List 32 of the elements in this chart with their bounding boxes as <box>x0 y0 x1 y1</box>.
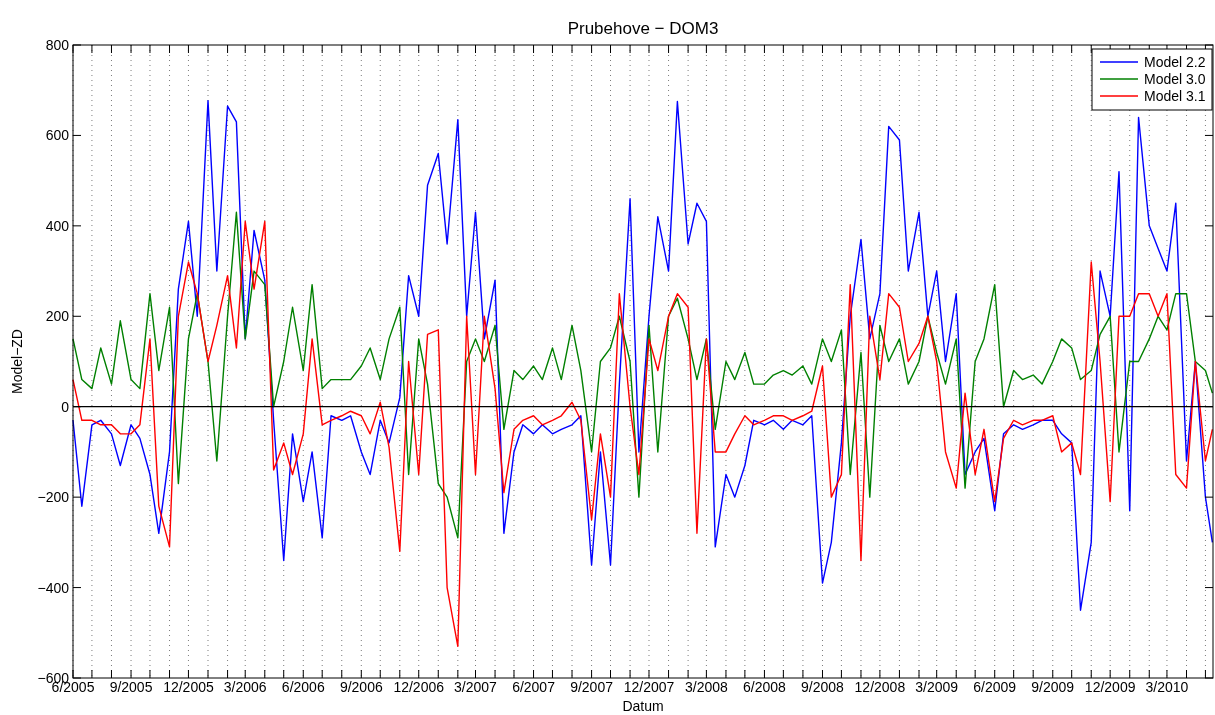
x-tick-label: 3/2006 <box>223 679 267 695</box>
x-tick-label: 9/2005 <box>109 679 153 695</box>
y-tick-label: 800 <box>45 37 70 53</box>
x-tick-label: 6/2006 <box>281 679 325 695</box>
y-tick-label: −200 <box>37 489 70 506</box>
x-tick-label: 6/2009 <box>973 679 1017 695</box>
x-tick-label: 6/2007 <box>512 679 556 695</box>
y-tick-label: 400 <box>45 217 70 234</box>
y-tick-label: −400 <box>37 579 70 596</box>
chart-title: Prubehove − DOM3 <box>567 19 719 38</box>
x-tick-label: 9/2007 <box>570 679 614 695</box>
x-tick-label: 12/2009 <box>1084 679 1136 695</box>
x-tick-label: 9/2008 <box>801 679 845 695</box>
x-tick-label: 6/2008 <box>743 679 787 695</box>
x-tick-label: 12/2007 <box>623 679 675 695</box>
x-tick-label: 9/2006 <box>339 679 383 695</box>
x-tick-label: 3/2007 <box>454 679 498 695</box>
legend-label: Model 2.2 <box>1144 54 1206 70</box>
y-tick-label: 600 <box>45 127 70 144</box>
x-tick-label: 12/2005 <box>163 679 214 695</box>
y-axis-title: Model−ZD <box>9 329 25 394</box>
x-tick-label: 9/2009 <box>1031 679 1075 695</box>
legend-label: Model 3.1 <box>1144 88 1206 104</box>
x-tick-label: 3/2009 <box>915 679 959 695</box>
legend-label: Model 3.0 <box>1144 71 1206 87</box>
x-axis-title: Datum <box>622 698 664 714</box>
x-tick-label: 3/2008 <box>684 679 729 695</box>
y-tick-label: 0 <box>61 398 70 415</box>
x-tick-label: 12/2006 <box>393 679 445 695</box>
x-tick-label: 3/2010 <box>1145 679 1189 695</box>
x-tick-label: 12/2008 <box>854 679 906 695</box>
y-tick-label: 200 <box>45 308 70 325</box>
